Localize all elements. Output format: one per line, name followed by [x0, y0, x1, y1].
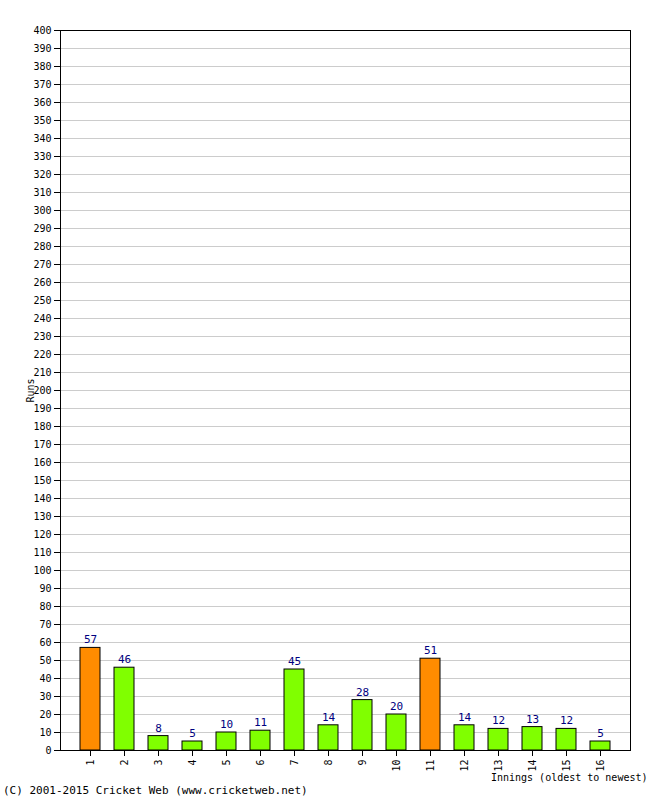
svg-text:8: 8 — [155, 722, 162, 735]
svg-text:12: 12 — [560, 714, 573, 727]
svg-text:8: 8 — [323, 760, 334, 766]
svg-text:240: 240 — [33, 313, 51, 324]
svg-text:120: 120 — [33, 529, 51, 540]
svg-text:5: 5 — [221, 760, 232, 766]
svg-text:220: 220 — [33, 349, 51, 360]
svg-text:10: 10 — [39, 727, 51, 738]
svg-text:20: 20 — [39, 709, 51, 720]
svg-text:350: 350 — [33, 115, 51, 126]
svg-text:150: 150 — [33, 475, 51, 486]
svg-text:170: 170 — [33, 439, 51, 450]
svg-text:9: 9 — [357, 760, 368, 766]
svg-text:80: 80 — [39, 601, 51, 612]
svg-text:270: 270 — [33, 259, 51, 270]
svg-text:260: 260 — [33, 277, 51, 288]
svg-text:12: 12 — [492, 714, 505, 727]
svg-text:3: 3 — [153, 760, 164, 766]
svg-text:51: 51 — [424, 644, 437, 657]
svg-text:110: 110 — [33, 547, 51, 558]
svg-text:10: 10 — [220, 718, 233, 731]
svg-text:330: 330 — [33, 151, 51, 162]
svg-text:70: 70 — [39, 619, 51, 630]
svg-text:6: 6 — [255, 760, 266, 766]
svg-text:160: 160 — [33, 457, 51, 468]
html-text:(C) 2001-2015 Cricket Web (www: (C) 2001-2015 Cricket Web (www.cricketwe… — [3, 784, 308, 797]
svg-text:320: 320 — [33, 169, 51, 180]
svg-text:360: 360 — [33, 97, 51, 108]
svg-text:230: 230 — [33, 331, 51, 342]
svg-text:46: 46 — [118, 653, 131, 666]
svg-text:10: 10 — [391, 760, 402, 772]
svg-text:14: 14 — [322, 711, 336, 724]
svg-text:0: 0 — [45, 745, 51, 756]
svg-text:60: 60 — [39, 637, 51, 648]
svg-text:11: 11 — [254, 716, 267, 729]
svg-text:90: 90 — [39, 583, 51, 594]
svg-text:310: 310 — [33, 187, 51, 198]
svg-text:280: 280 — [33, 241, 51, 252]
svg-text:28: 28 — [356, 686, 369, 699]
svg-text:11: 11 — [425, 760, 436, 772]
svg-text:45: 45 — [288, 655, 301, 668]
svg-text:13: 13 — [526, 713, 539, 726]
svg-text:290: 290 — [33, 223, 51, 234]
svg-text:340: 340 — [33, 133, 51, 144]
svg-text:4: 4 — [187, 760, 198, 766]
svg-text:190: 190 — [33, 403, 51, 414]
svg-text:210: 210 — [33, 367, 51, 378]
svg-text:30: 30 — [39, 691, 51, 702]
svg-text:57: 57 — [84, 633, 97, 646]
svg-text:50: 50 — [39, 655, 51, 666]
svg-text:14: 14 — [527, 760, 538, 772]
svg-text:14: 14 — [458, 711, 472, 724]
svg-text:180: 180 — [33, 421, 51, 432]
svg-text:16: 16 — [595, 760, 606, 772]
svg-text:7: 7 — [289, 760, 300, 766]
svg-text:12: 12 — [459, 760, 470, 772]
svg-text:13: 13 — [493, 760, 504, 772]
svg-text:20: 20 — [390, 700, 403, 713]
svg-text:390: 390 — [33, 43, 51, 54]
svg-text:140: 140 — [33, 493, 51, 504]
svg-text:Runs: Runs — [25, 378, 36, 402]
svg-text:Innings (oldest to newest): Innings (oldest to newest) — [491, 772, 648, 783]
svg-text:5: 5 — [597, 727, 604, 740]
svg-text:1: 1 — [85, 760, 96, 766]
svg-text:380: 380 — [33, 61, 51, 72]
svg-text:100: 100 — [33, 565, 51, 576]
svg-text:2: 2 — [119, 760, 130, 766]
svg-text:400: 400 — [33, 25, 51, 36]
svg-text:200: 200 — [33, 385, 51, 396]
svg-text:250: 250 — [33, 295, 51, 306]
svg-text:300: 300 — [33, 205, 51, 216]
svg-text:370: 370 — [33, 79, 51, 90]
svg-text:15: 15 — [561, 760, 572, 772]
svg-text:5: 5 — [189, 727, 196, 740]
svg-text:130: 130 — [33, 511, 51, 522]
svg-text:40: 40 — [39, 673, 51, 684]
